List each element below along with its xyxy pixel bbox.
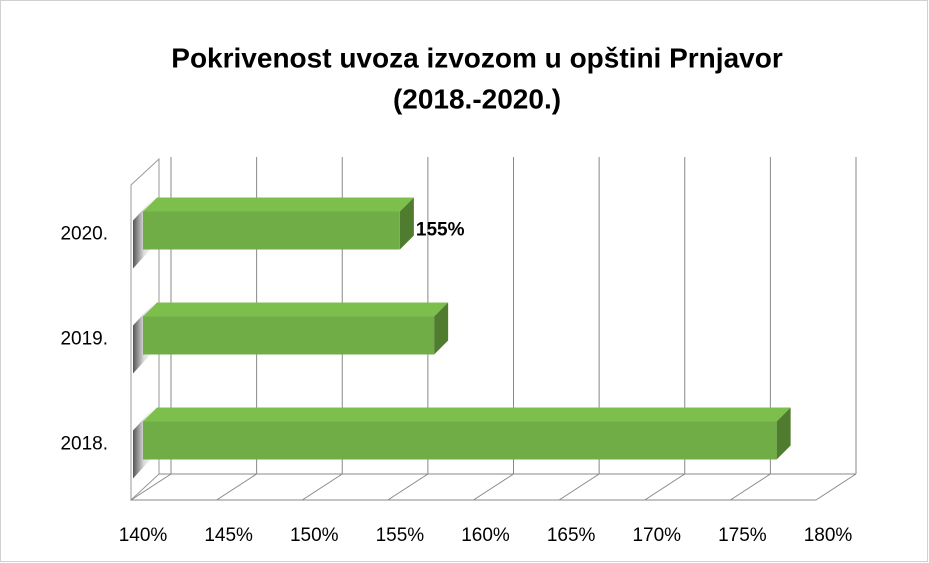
y-tick-label: 2018.: [60, 434, 108, 455]
bar-top: [143, 302, 449, 317]
x-tick-label: 155%: [376, 525, 425, 546]
chart-title: (2018.-2020.): [393, 83, 561, 114]
x-tick-label: 140%: [119, 525, 168, 546]
bar: [143, 211, 400, 250]
bar-side: [776, 407, 791, 460]
floor-grid-line: [301, 473, 343, 501]
y-tick-label: 2019.: [60, 329, 108, 350]
chart-title: Pokrivenost uvoza izvozom u opštini Prnj…: [171, 42, 783, 73]
x-tick-label: 175%: [718, 525, 767, 546]
floor-grid-line: [216, 473, 257, 501]
bar-top: [143, 407, 791, 422]
data-label: 155%: [416, 220, 465, 241]
bar-side: [434, 302, 449, 355]
bar: [143, 421, 777, 460]
bar-top: [143, 197, 414, 212]
x-tick-label: 160%: [461, 525, 510, 546]
floor-grid-line: [558, 473, 600, 501]
floor-grid-line: [815, 473, 857, 501]
bar: [143, 316, 435, 355]
x-tick-label: 165%: [547, 525, 596, 546]
x-tick-label: 170%: [632, 525, 681, 546]
floor-grid-line: [730, 473, 771, 501]
y-tick-label: 2020.: [60, 224, 108, 245]
floor-grid-line: [644, 473, 686, 501]
floor-grid-line: [130, 473, 172, 501]
floor-grid-line: [473, 473, 514, 501]
x-tick-label: 180%: [804, 525, 853, 546]
x-tick-label: 150%: [290, 525, 339, 546]
floor-grid-line: [387, 473, 429, 501]
x-tick-label: 145%: [204, 525, 253, 546]
bar-side: [399, 197, 414, 250]
